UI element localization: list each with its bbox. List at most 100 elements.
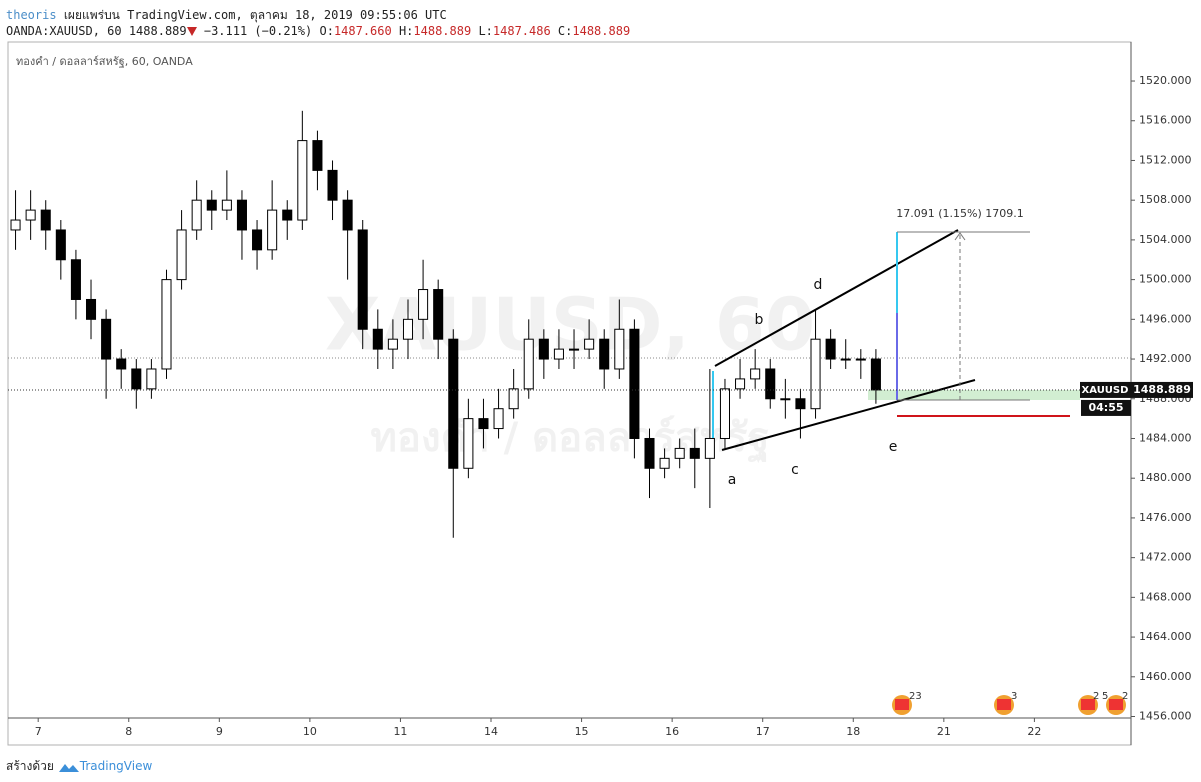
candle-body: [236, 199, 247, 231]
symbol-tag: [1080, 381, 1131, 398]
candle-body: [297, 140, 308, 221]
y-tick-label: 1508.000: [1139, 193, 1192, 206]
wave-label: e: [889, 439, 898, 455]
y-tick-label: 1468.000: [1139, 590, 1192, 603]
x-tick-label: 9: [216, 725, 223, 738]
candle-body: [357, 229, 368, 330]
candle-body: [704, 437, 715, 459]
candle-body: [855, 358, 866, 361]
countdown-label: 04:55: [1088, 401, 1123, 414]
brand[interactable]: TradingView: [79, 759, 153, 773]
x-tick-label: 21: [937, 725, 951, 738]
candle-body: [252, 229, 263, 251]
candle-body: [599, 338, 610, 370]
candle-body: [659, 457, 670, 469]
low: 1487.486: [492, 24, 551, 38]
last-price-label: 1488.889: [1133, 383, 1191, 396]
event-icon[interactable]: 23: [892, 691, 922, 715]
x-tick-label: 18: [846, 725, 860, 738]
author[interactable]: theoris: [6, 8, 57, 22]
measure-arrow-head: [954, 232, 966, 241]
y-tick-label: 1520.000: [1139, 74, 1192, 87]
x-tick-label: 10: [303, 725, 317, 738]
y-tick-label: 1512.000: [1139, 153, 1192, 166]
y-tick-label: 1492.000: [1139, 352, 1192, 365]
measure-label: 17.091 (1.15%) 1709.1: [896, 207, 1024, 220]
change: −3.111 (−0.21%): [203, 24, 313, 38]
candle-body: [674, 447, 685, 459]
x-tick-label: 7: [35, 725, 42, 738]
candle-body: [508, 388, 519, 410]
wave-label: c: [791, 462, 799, 478]
y-tick-label: 1460.000: [1139, 670, 1192, 683]
symbol-line: OANDA:XAUUSD, 60 1488.889 −3.111 (−0.21%…: [6, 24, 630, 38]
candle-body: [70, 259, 81, 300]
y-tick-label: 1496.000: [1139, 312, 1192, 325]
watermark: XAUUSD, 60: [325, 283, 815, 367]
event-count: 3: [1011, 691, 1017, 702]
x-tick-label: 15: [575, 725, 589, 738]
published: เผยแพร่บน TradingView.com, ตุลาคม 18, 20…: [63, 8, 447, 22]
y-tick-label: 1456.000: [1139, 710, 1192, 723]
candle-body: [478, 418, 489, 430]
y-tick-label: 1516.000: [1139, 114, 1192, 127]
event-icon[interactable]: 3: [994, 691, 1017, 715]
candle-body: [282, 209, 293, 221]
y-tick-label: 1480.000: [1139, 471, 1192, 484]
candle-body: [327, 169, 338, 201]
candle-body: [191, 199, 202, 231]
candle-body: [629, 328, 640, 439]
wave-label: b: [755, 312, 764, 328]
candle-body: [584, 338, 595, 350]
candle-body: [569, 348, 580, 351]
x-tick-label: 11: [393, 725, 407, 738]
last: 1488.889: [128, 24, 187, 38]
y-tick-label: 1484.000: [1139, 431, 1192, 444]
y-tick-label: 1504.000: [1139, 233, 1192, 246]
candle-body: [312, 140, 323, 171]
footer: สร้างด้วย TradingView: [6, 757, 152, 776]
logo: [58, 763, 79, 772]
candle-body: [614, 328, 625, 370]
candle-body: [689, 447, 700, 459]
wedge-lower: [721, 379, 976, 451]
close-label: C:: [557, 24, 573, 38]
countdown-tag: [1081, 399, 1131, 416]
x-tick-label: 14: [484, 725, 498, 738]
candle-body: [418, 289, 429, 320]
last-price-tag: [1131, 381, 1193, 398]
wedge-upper: [714, 229, 959, 367]
watermark-sub: ทองคำ / ดอลลาร์สหรัฐ: [371, 415, 770, 464]
high-label: H:: [398, 24, 414, 38]
down-arrow: [186, 27, 197, 36]
candle-body: [795, 398, 806, 410]
candle-body: [101, 318, 112, 360]
event-count: 2: [1122, 691, 1128, 702]
x-tick-label: 22: [1027, 725, 1041, 738]
wave-label: a: [728, 472, 737, 488]
x-tick-label: 16: [665, 725, 679, 738]
candle-body: [146, 368, 157, 390]
candle-body: [372, 328, 383, 350]
y-tick-label: 1472.000: [1139, 551, 1192, 564]
candle-body: [870, 358, 881, 391]
symbol: OANDA:XAUUSD, 60: [6, 24, 122, 38]
open-label: O:: [319, 24, 334, 38]
candle-body: [161, 279, 172, 370]
candle-body: [402, 318, 414, 340]
candle-body: [523, 338, 534, 390]
y-tick-label: 1464.000: [1139, 630, 1192, 643]
wave-label: d: [814, 277, 823, 293]
candle-body: [735, 378, 746, 390]
event-icon[interactable]: 2: [1106, 691, 1128, 715]
candle-body: [493, 408, 504, 430]
close: 1488.889: [572, 24, 631, 38]
target-zone: [868, 390, 1080, 400]
candle-body: [644, 437, 655, 469]
candle-body: [267, 209, 278, 251]
candle-body: [448, 338, 459, 469]
candle-body: [25, 209, 36, 221]
candle-body: [55, 229, 66, 261]
